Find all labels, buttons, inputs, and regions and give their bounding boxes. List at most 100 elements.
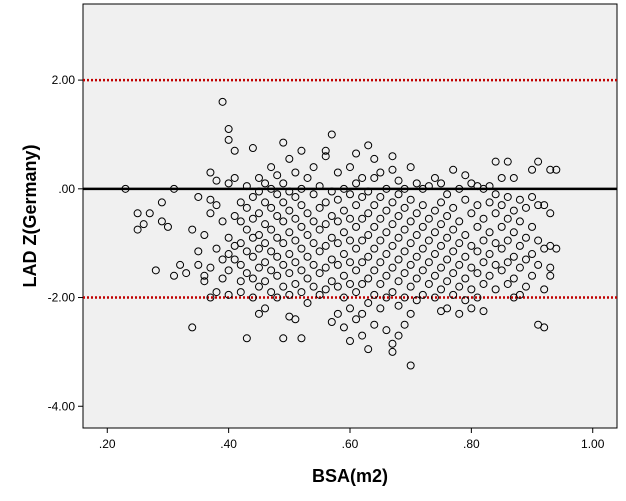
data-point: [418, 222, 427, 231]
data-point: [273, 233, 282, 242]
data-point: [297, 184, 306, 193]
data-point: [467, 209, 476, 218]
data-point: [267, 225, 276, 234]
data-point: [534, 157, 543, 166]
data-point: [339, 250, 348, 259]
data-point: [400, 225, 409, 234]
data-point: [382, 326, 391, 335]
data-point: [212, 201, 221, 210]
data-point: [200, 271, 209, 280]
data-point: [364, 141, 373, 150]
data-point: [273, 252, 282, 261]
data-point: [224, 135, 233, 144]
data-point: [315, 269, 324, 278]
data-point: [461, 274, 470, 283]
data-point: [242, 334, 251, 343]
data-point: [467, 263, 476, 272]
data-point: [309, 163, 318, 172]
data-point: [279, 138, 288, 147]
data-point: [388, 152, 397, 161]
x-axis: .20 .40 .60 .80 1.00: [99, 428, 605, 451]
data-point: [151, 266, 160, 275]
data-point: [449, 290, 458, 299]
data-point: [443, 190, 452, 199]
data-point: [279, 217, 288, 226]
data-point: [139, 220, 148, 229]
data-point: [546, 165, 555, 174]
data-point: [267, 288, 276, 297]
data-point: [224, 125, 233, 134]
data-point: [400, 293, 409, 302]
data-point: [455, 217, 464, 226]
data-point: [346, 190, 354, 199]
data-point: [461, 296, 470, 305]
data-point: [352, 315, 361, 324]
data-point: [236, 277, 245, 286]
data-point: [485, 250, 494, 259]
data-point: [467, 285, 476, 294]
data-point: [309, 239, 318, 248]
data-point: [273, 212, 282, 220]
data-point: [424, 182, 433, 191]
data-point: [485, 182, 494, 191]
data-point: [412, 209, 421, 218]
data-point: [333, 239, 342, 248]
data-point: [521, 255, 530, 264]
data-point: [261, 277, 270, 286]
data-point: [449, 203, 458, 212]
data-point: [194, 260, 203, 269]
data-point: [370, 320, 379, 329]
data-point: [491, 260, 500, 269]
data-point: [236, 198, 245, 207]
plot-area: [82, 3, 618, 429]
data-point: [346, 337, 354, 346]
data-point: [364, 252, 373, 261]
data-point: [406, 239, 415, 248]
data-point: [346, 236, 354, 245]
data-point: [303, 298, 312, 307]
data-point: [230, 255, 239, 264]
data-point: [370, 266, 379, 275]
data-point: [242, 269, 251, 278]
data-point: [491, 190, 500, 199]
data-point: [254, 173, 263, 182]
data-point: [327, 277, 336, 286]
data-point: [473, 222, 482, 231]
data-point: [394, 233, 403, 242]
data-point: [406, 217, 415, 226]
data-point: [388, 263, 397, 272]
data-point: [521, 282, 530, 291]
data-point: [388, 339, 397, 348]
data-point: [315, 247, 324, 256]
data-point: [224, 250, 233, 259]
data-point: [388, 220, 397, 229]
data-point: [376, 279, 385, 288]
data-point: [382, 228, 391, 237]
data-point: [479, 279, 488, 288]
data-point: [382, 206, 391, 215]
data-point: [412, 231, 421, 240]
data-point: [412, 179, 421, 188]
data-point: [400, 247, 409, 256]
data-point: [455, 184, 464, 193]
data-point: [479, 307, 488, 316]
data-point: [509, 252, 518, 261]
data-point: [515, 263, 524, 272]
data-point: [212, 288, 221, 297]
data-point: [503, 157, 512, 166]
data-point: [406, 195, 415, 204]
data-point: [218, 97, 227, 106]
data-point: [224, 266, 233, 275]
data-point: [540, 323, 549, 332]
data-point: [261, 220, 270, 229]
x-tick-label: .80: [463, 437, 480, 451]
data-point: [455, 282, 464, 291]
data-point: [267, 203, 276, 212]
x-axis-title: BSA(m2): [312, 466, 388, 486]
data-point: [212, 244, 221, 253]
data-point: [503, 214, 512, 223]
data-point: [473, 201, 482, 210]
data-point: [503, 258, 512, 267]
data-point: [437, 241, 446, 250]
data-point: [461, 231, 470, 240]
